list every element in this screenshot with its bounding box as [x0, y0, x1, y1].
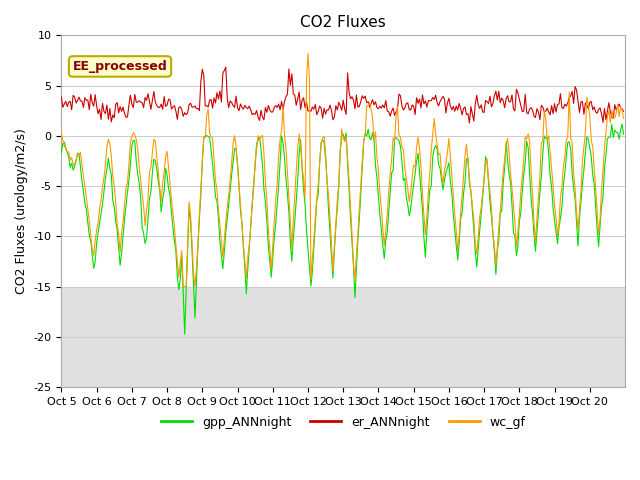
Legend: gpp_ANNnight, er_ANNnight, wc_gf: gpp_ANNnight, er_ANNnight, wc_gf	[156, 410, 531, 433]
Text: EE_processed: EE_processed	[73, 60, 168, 73]
Y-axis label: CO2 Fluxes (urology/m2/s): CO2 Fluxes (urology/m2/s)	[15, 128, 28, 294]
Title: CO2 Fluxes: CO2 Fluxes	[300, 15, 386, 30]
Bar	[61, 287, 625, 387]
